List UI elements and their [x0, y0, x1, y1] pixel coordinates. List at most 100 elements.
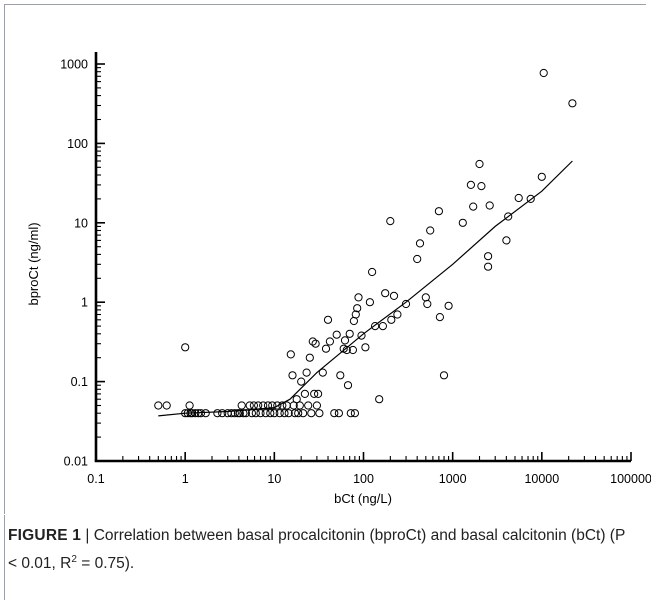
data-point [270, 409, 279, 418]
data-point [323, 315, 333, 324]
data-point [254, 401, 263, 410]
data-point [249, 401, 258, 410]
data-point [302, 368, 311, 377]
figure-label: FIGURE 1 [8, 527, 82, 544]
data-point [241, 409, 250, 418]
data-point [336, 371, 345, 380]
data-point [332, 330, 341, 339]
data-point [245, 401, 254, 410]
data-point [475, 159, 484, 169]
data-point [434, 207, 443, 216]
data-point [386, 217, 395, 226]
regression-line-group [158, 160, 573, 417]
data-point [305, 353, 314, 362]
data-point [325, 337, 334, 346]
data-point [312, 401, 321, 410]
x-tick-label: 100 [353, 472, 374, 486]
data-point [537, 172, 546, 181]
x-tick-label: 100000 [610, 472, 651, 486]
data-point [314, 389, 323, 398]
x-tick-label: 10000 [524, 472, 559, 486]
caption-superscript: 2 [71, 554, 77, 565]
data-point [346, 409, 355, 418]
x-axis-label: bCt (ng/L) [334, 491, 392, 506]
data-point [310, 389, 319, 398]
x-tick-label: 1000 [439, 472, 467, 486]
data-point [401, 299, 411, 309]
data-point [375, 395, 384, 404]
data-point [315, 409, 324, 418]
data-point [237, 401, 246, 410]
data-point [357, 331, 366, 340]
data-point [286, 350, 295, 359]
data-point [261, 409, 270, 418]
data-point [256, 409, 265, 418]
x-tick-label: 1 [182, 472, 189, 486]
data-point [196, 409, 205, 418]
data-point [292, 395, 301, 404]
data-point [568, 99, 577, 108]
data-point [342, 345, 351, 355]
data-point [266, 409, 275, 418]
data-point [300, 389, 309, 398]
data-point [282, 401, 291, 410]
data-point [539, 68, 548, 78]
data-point [421, 293, 430, 302]
data-point [477, 182, 486, 191]
data-point [201, 409, 210, 418]
data-point [251, 409, 260, 418]
data-point [259, 401, 268, 410]
data-point [213, 409, 222, 418]
caption-text-part2: = 0.75). [76, 555, 135, 573]
data-point [235, 409, 244, 418]
data-point [311, 339, 320, 348]
data-point [343, 381, 353, 390]
data-point [345, 329, 354, 338]
data-point [361, 343, 370, 352]
data-points [154, 68, 577, 418]
data-point [185, 401, 194, 410]
data-point [365, 298, 374, 307]
data-point [526, 194, 535, 203]
data-point [466, 180, 475, 189]
data-point [502, 236, 511, 245]
axes [94, 52, 631, 463]
data-point [181, 343, 190, 352]
data-point [154, 401, 163, 410]
data-point [278, 401, 287, 410]
axis-tick-labels: 0.1 1 10 100 1000 10000 100000 0.01 0.1 1 10 100 100… [60, 58, 651, 487]
data-point [307, 409, 316, 418]
data-point [294, 409, 303, 418]
data-point [389, 291, 399, 300]
data-point [340, 336, 350, 345]
data-point [275, 409, 284, 418]
y-tick-label: 0.1 [71, 375, 88, 389]
data-point [295, 401, 304, 410]
x-tick-label: 0.1 [87, 472, 104, 486]
data-point [469, 202, 478, 211]
data-point [458, 218, 467, 227]
data-point [334, 409, 343, 418]
data-point [415, 239, 425, 248]
data-point [297, 377, 306, 386]
data-point [290, 409, 299, 418]
axis-ticks [95, 63, 632, 462]
data-point [247, 409, 256, 418]
data-point [284, 409, 293, 418]
data-point [230, 409, 239, 418]
y-tick-label: 0.01 [64, 455, 88, 469]
data-point [354, 293, 363, 302]
figure-caption: FIGURE 1 | Correlation between basal pro… [8, 524, 638, 576]
data-point [353, 304, 362, 313]
data-point [227, 409, 236, 418]
data-point [191, 409, 200, 418]
data-point [348, 345, 357, 355]
data-point [435, 313, 444, 322]
y-tick-label: 10 [74, 216, 88, 230]
y-axis-label: bproCt (ng/ml) [26, 222, 41, 305]
caption-separator: | [81, 527, 94, 544]
data-point [504, 212, 513, 221]
data-point [218, 409, 227, 418]
data-point [280, 409, 289, 418]
data-point [263, 401, 273, 410]
